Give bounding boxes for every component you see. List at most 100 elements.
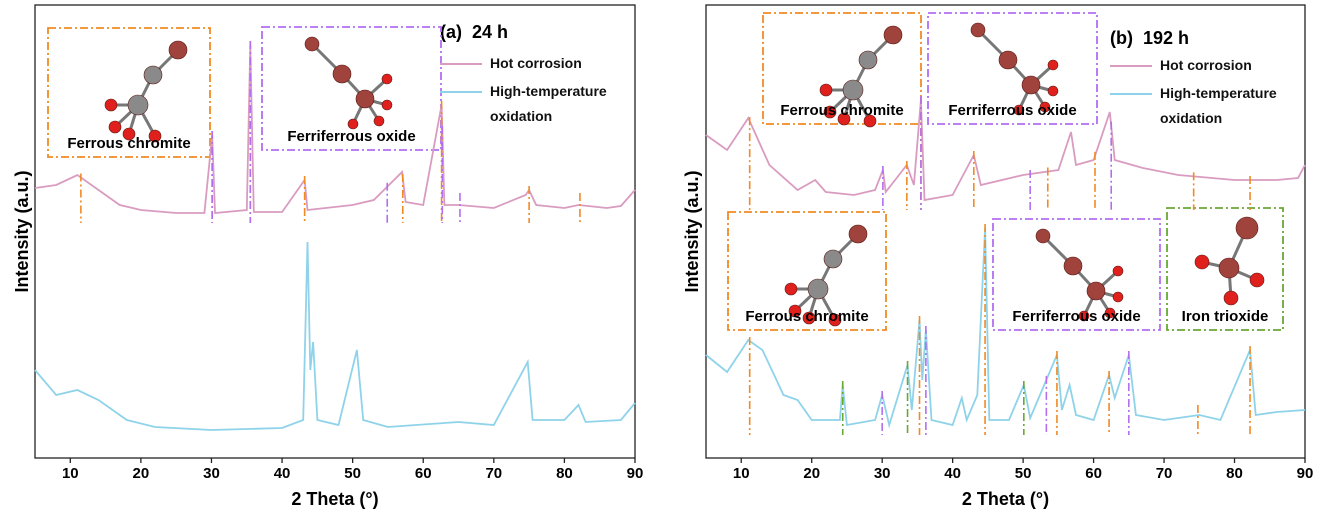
plot-frame	[34, 4, 636, 459]
atom	[842, 79, 864, 101]
x-tick-label: 40	[274, 465, 291, 482]
phase-label: Ferrous chromite	[745, 308, 868, 325]
xrd-curve	[705, 99, 1306, 202]
x-tick-label: 60	[415, 465, 432, 482]
xrd-curve	[705, 227, 1306, 429]
x-tick-label: 90	[627, 465, 644, 482]
atom	[127, 94, 149, 116]
phase-label: Ferriferrous oxide	[287, 128, 415, 145]
atom	[784, 282, 798, 296]
legend-label: Hot corrosion	[490, 55, 582, 71]
atom	[788, 304, 802, 318]
atom	[1086, 281, 1106, 301]
atom	[1078, 310, 1090, 322]
atom	[168, 40, 188, 60]
atom	[143, 65, 163, 85]
legend-label: Hot corrosion	[1160, 57, 1252, 73]
molecule-icon	[304, 36, 393, 130]
atom	[1223, 290, 1239, 306]
atom	[373, 115, 385, 127]
molecule-icon	[104, 40, 188, 143]
atom	[1249, 272, 1265, 288]
legend-label: High-temperature oxidation	[490, 83, 607, 124]
xrd-curve	[34, 44, 636, 214]
x-tick-label: 50	[344, 465, 361, 482]
xrd-curve	[34, 241, 636, 431]
atom	[104, 98, 118, 112]
atom	[848, 224, 868, 244]
y-axis-label: Intensity (a.u.)	[12, 170, 32, 292]
atom	[883, 25, 903, 45]
atom	[122, 127, 136, 141]
atom	[1235, 216, 1259, 240]
legend-label: High-temperature oxidation	[1160, 85, 1277, 126]
y-axis-label: Intensity (a.u.)	[682, 170, 702, 292]
atom	[355, 89, 375, 109]
atom	[970, 22, 986, 38]
x-tick-label: 40	[944, 465, 961, 482]
x-tick-label: 20	[803, 465, 820, 482]
atom	[1013, 104, 1025, 116]
atom	[828, 313, 842, 327]
x-axis-label: 2 Theta (°)	[291, 489, 378, 509]
molecule-icon	[970, 22, 1059, 116]
molecule-icon	[1035, 228, 1124, 322]
phase-label: Iron trioxide	[1182, 308, 1269, 325]
phase-label: Ferrous chromite	[780, 102, 903, 119]
x-tick-label: 50	[1015, 465, 1032, 482]
panel-label: (a) 24 h	[440, 22, 508, 42]
x-tick-label: 30	[874, 465, 891, 482]
atom	[1035, 228, 1051, 244]
x-tick-label: 80	[556, 465, 573, 482]
atom	[998, 50, 1018, 70]
x-tick-label: 70	[485, 465, 502, 482]
molecule-icon	[784, 224, 868, 327]
atom	[108, 120, 122, 134]
phase-box	[727, 211, 887, 331]
x-tick-label: 90	[1297, 465, 1314, 482]
atom	[332, 64, 352, 84]
x-tick-label: 70	[1156, 465, 1173, 482]
atom	[863, 114, 877, 128]
x-tick-label: 80	[1226, 465, 1243, 482]
x-tick-label: 10	[62, 465, 79, 482]
molecule-icon	[1194, 216, 1265, 306]
atom	[1104, 307, 1116, 319]
atom	[802, 311, 816, 325]
phase-box	[992, 218, 1161, 331]
phase-label: Ferrous chromite	[67, 135, 190, 152]
atom	[837, 112, 851, 126]
atom	[148, 129, 162, 143]
x-tick-label: 20	[133, 465, 150, 482]
plot-frame	[705, 4, 1306, 459]
molecule-icon	[819, 25, 903, 128]
atom	[1112, 291, 1124, 303]
x-axis-label: 2 Theta (°)	[962, 489, 1049, 509]
atom	[1047, 85, 1059, 97]
atom	[1039, 101, 1051, 113]
atom	[819, 83, 833, 97]
x-tick-label: 60	[1085, 465, 1102, 482]
atom	[823, 249, 843, 269]
atom	[1218, 257, 1240, 279]
atom	[1194, 254, 1210, 270]
phase-label: Ferriferrous oxide	[948, 102, 1076, 119]
phase-box	[1166, 207, 1284, 331]
atom	[304, 36, 320, 52]
phase-label: Ferriferrous oxide	[1012, 308, 1140, 325]
phase-box	[261, 26, 442, 151]
atom	[823, 105, 837, 119]
x-tick-label: 10	[733, 465, 750, 482]
phase-box	[47, 27, 211, 158]
atom	[807, 278, 829, 300]
atom	[1047, 59, 1059, 71]
x-tick-label: 30	[203, 465, 220, 482]
atom	[381, 73, 393, 85]
atom	[1112, 265, 1124, 277]
atom	[381, 99, 393, 111]
atom	[858, 50, 878, 70]
atom	[1063, 256, 1083, 276]
atom	[1021, 75, 1041, 95]
